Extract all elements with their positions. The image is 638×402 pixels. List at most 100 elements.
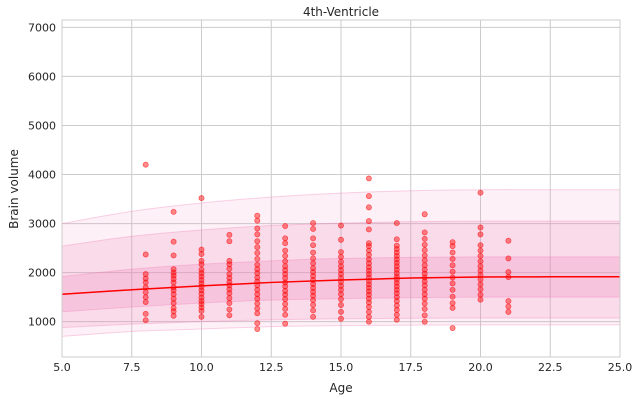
data-point <box>282 311 289 318</box>
data-point <box>310 242 317 249</box>
data-point <box>254 217 261 224</box>
data-point <box>449 304 456 311</box>
data-point <box>421 229 428 236</box>
data-point <box>198 313 205 320</box>
data-point <box>449 325 456 332</box>
data-point <box>365 252 372 258</box>
x-tick-labels: 5.0 7.5 10.0 12.5 15.0 17.5 20.0 22.5 25.0 <box>53 361 632 374</box>
data-point <box>477 286 484 293</box>
data-point <box>393 220 400 227</box>
data-point <box>170 312 177 319</box>
data-point <box>365 193 372 200</box>
data-point <box>254 212 261 219</box>
data-point <box>170 295 177 302</box>
data-point <box>449 262 456 269</box>
data-point <box>254 244 261 251</box>
y-tick-label: 7000 <box>28 21 56 34</box>
data-point <box>254 270 261 277</box>
y-tick-label: 1000 <box>28 316 56 329</box>
data-point <box>338 222 344 229</box>
data-point <box>477 263 484 270</box>
data-point <box>477 258 484 265</box>
data-point <box>310 235 317 242</box>
data-point <box>254 310 261 317</box>
data-point <box>421 305 428 312</box>
data-point <box>449 243 456 250</box>
data-point <box>282 320 289 327</box>
data-point <box>254 261 261 268</box>
data-point <box>421 235 428 242</box>
data-point <box>198 307 205 314</box>
data-point <box>310 220 317 227</box>
data-point <box>282 240 289 247</box>
data-point <box>310 226 317 232</box>
plot-frame <box>61 19 621 358</box>
data-point <box>421 257 428 264</box>
data-point <box>393 302 400 309</box>
data-point <box>505 303 512 310</box>
data-point <box>226 231 233 238</box>
data-point <box>338 315 344 322</box>
data-point <box>338 286 344 293</box>
data-point <box>449 300 456 306</box>
data-point <box>142 289 149 296</box>
data-point <box>282 223 289 229</box>
data-point <box>365 243 372 250</box>
data-point <box>338 291 344 298</box>
data-point <box>477 296 484 303</box>
data-point <box>226 306 233 313</box>
data-points <box>142 161 512 332</box>
data-point <box>198 246 205 253</box>
data-point <box>449 268 456 275</box>
data-point <box>310 297 317 304</box>
y-tick-label: 2000 <box>28 267 56 280</box>
data-point <box>142 251 149 258</box>
data-point <box>365 313 372 320</box>
data-point <box>338 253 344 260</box>
data-point <box>505 298 512 305</box>
data-point <box>477 224 484 231</box>
data-point <box>477 247 484 254</box>
x-tick-label: 12.5 <box>259 361 284 374</box>
data-point <box>449 249 456 256</box>
y-tick-label: 4000 <box>28 169 56 182</box>
data-point <box>170 291 177 298</box>
data-point <box>226 300 233 306</box>
data-point <box>365 304 372 310</box>
y-axis-label: Brain volume <box>7 149 21 229</box>
data-point <box>198 261 205 268</box>
data-point <box>393 298 400 305</box>
data-point <box>421 282 428 289</box>
data-point <box>226 238 233 245</box>
data-point <box>421 241 428 248</box>
data-point <box>170 208 177 215</box>
data-point <box>338 296 344 303</box>
data-point <box>421 262 428 269</box>
data-point <box>282 252 289 259</box>
data-point <box>505 269 512 276</box>
data-point <box>254 225 261 232</box>
y-tick-label: 5000 <box>28 119 56 132</box>
data-point <box>254 305 261 312</box>
data-point <box>421 300 428 307</box>
data-point <box>477 281 484 288</box>
data-point <box>505 237 512 244</box>
data-point <box>365 318 372 325</box>
data-point <box>198 251 205 257</box>
data-point <box>365 226 372 233</box>
data-point <box>310 292 317 299</box>
data-point <box>477 267 484 274</box>
y-tick-labels: 1000 2000 3000 4000 5000 6000 7000 <box>28 21 56 328</box>
x-tick-label: 5.0 <box>53 361 71 374</box>
median-curve <box>61 276 621 295</box>
data-point <box>226 265 233 272</box>
x-tick-label: 25.0 <box>608 361 633 374</box>
data-point <box>254 255 261 262</box>
data-point <box>254 291 261 298</box>
data-point <box>421 312 428 319</box>
data-point <box>393 306 400 313</box>
data-point <box>365 299 372 306</box>
data-point <box>282 305 289 312</box>
data-point <box>142 279 149 286</box>
